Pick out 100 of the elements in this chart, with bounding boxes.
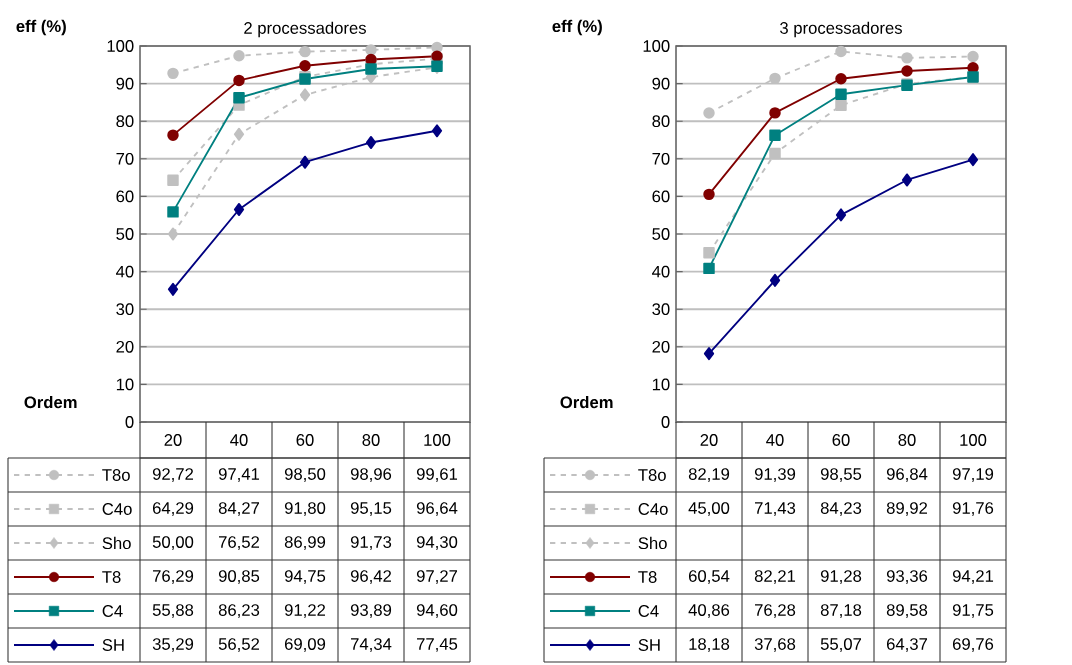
data-label: 91,80 — [284, 502, 326, 516]
legend-label: T8 — [102, 571, 121, 583]
data-label: 82,21 — [754, 570, 796, 584]
data-label: 56,52 — [218, 638, 260, 652]
y-axis-title: eff (%) — [552, 19, 602, 36]
data-label: 69,09 — [284, 638, 326, 652]
x-tick-label: 60 — [296, 434, 314, 446]
y-axis-title: eff (%) — [16, 19, 66, 36]
data-label: 84,27 — [218, 502, 260, 516]
data-label: 91,75 — [952, 604, 994, 618]
y-tick-label: 100 — [643, 40, 670, 52]
x-tick-label: 100 — [424, 434, 451, 446]
data-label: 18,18 — [689, 638, 730, 652]
x-tick-label: 40 — [230, 434, 248, 446]
data-label: 50,00 — [152, 536, 194, 550]
data-label: 91,39 — [754, 468, 796, 482]
data-label: 97,27 — [416, 570, 458, 584]
data-label: 94,30 — [416, 536, 458, 550]
y-tick-label: 60 — [652, 190, 670, 203]
y-tick-label: 90 — [652, 77, 670, 90]
data-label: 76,29 — [153, 570, 194, 584]
data-label: 90,85 — [218, 570, 260, 584]
legend-label: C4o — [102, 503, 132, 515]
x-tick-label: 20 — [700, 434, 718, 446]
y-tick-label: 80 — [652, 115, 670, 128]
data-label: 96,42 — [350, 570, 392, 584]
data-label: 94,75 — [284, 570, 326, 584]
y-tick-label: 30 — [116, 303, 134, 316]
data-label: 71,43 — [755, 502, 796, 516]
y-tick-label: 0 — [125, 416, 134, 428]
data-label: 97,19 — [952, 468, 994, 482]
data-label: 35,29 — [152, 638, 194, 652]
data-label: 91,28 — [820, 570, 862, 584]
y-tick-label: 70 — [652, 152, 670, 165]
data-label: 96,64 — [416, 502, 458, 516]
data-label: 74,34 — [351, 638, 392, 652]
legend-label: T8o — [102, 469, 130, 481]
data-label: 89,92 — [886, 502, 928, 516]
data-label: 87,18 — [820, 604, 862, 618]
data-label: 89,58 — [886, 604, 928, 618]
data-label: 93,89 — [350, 604, 392, 618]
y-tick-label: 50 — [116, 228, 134, 240]
data-label: 91,22 — [284, 604, 326, 618]
data-label: 55,88 — [152, 604, 194, 618]
legend-label: T8o — [638, 469, 666, 481]
x-tick-label: 100 — [960, 434, 987, 446]
data-label: 86,99 — [284, 536, 326, 550]
data-label: 77,45 — [417, 638, 458, 652]
data-label: 98,55 — [820, 468, 862, 482]
y-tick-label: 20 — [652, 340, 670, 353]
legend-label: T8 — [638, 571, 657, 583]
data-label: 96,84 — [886, 468, 928, 482]
legend-label: C4 — [102, 605, 123, 617]
data-label: 98,50 — [284, 468, 326, 482]
data-label: 94,21 — [952, 570, 994, 584]
data-label: 64,37 — [886, 638, 928, 652]
x-tick-label: 80 — [898, 434, 916, 446]
y-tick-label: 10 — [116, 378, 134, 391]
legend-label: C4o — [638, 503, 668, 515]
legend-label: SH — [102, 639, 124, 651]
y-tick-label: 50 — [652, 228, 670, 240]
x-axis-title: Ordem — [24, 395, 77, 409]
data-label: 37,68 — [754, 638, 796, 652]
data-label: 99,61 — [416, 468, 458, 482]
data-label: 94,60 — [416, 604, 458, 618]
x-tick-label: 60 — [832, 434, 850, 446]
legend-label: Sho — [102, 536, 131, 550]
legend-label: SH — [638, 639, 660, 651]
x-tick-label: 40 — [766, 434, 784, 446]
x-tick-label: 20 — [164, 434, 182, 446]
data-label: 69,76 — [952, 638, 994, 652]
y-tick-label: 0 — [661, 416, 670, 428]
data-label: 82,19 — [688, 468, 730, 482]
y-tick-label: 70 — [116, 152, 134, 165]
x-tick-label: 80 — [362, 434, 380, 446]
data-label: 60,54 — [688, 570, 730, 584]
data-label: 86,23 — [218, 604, 260, 618]
y-tick-label: 60 — [116, 190, 134, 203]
y-tick-label: 40 — [116, 265, 134, 278]
chart-title: 3 processadores — [780, 21, 902, 38]
data-label: 92,72 — [152, 468, 194, 482]
y-tick-label: 40 — [652, 265, 670, 278]
data-label: 55,07 — [820, 638, 862, 652]
data-label: 98,96 — [350, 468, 392, 482]
y-tick-label: 30 — [652, 303, 670, 316]
y-tick-label: 90 — [116, 77, 134, 90]
legend-label: C4 — [638, 605, 659, 617]
data-label: 97,41 — [218, 468, 260, 482]
data-label: 93,36 — [886, 570, 928, 584]
data-label: 91,73 — [350, 536, 392, 550]
data-label: 45,00 — [688, 502, 730, 516]
chart-title: 2 processadores — [244, 21, 366, 38]
data-label: 76,28 — [755, 604, 796, 618]
legend-label: Sho — [638, 536, 667, 550]
data-label: 91,76 — [952, 502, 994, 516]
y-tick-label: 80 — [116, 115, 134, 128]
x-axis-title: Ordem — [560, 395, 613, 409]
y-tick-label: 10 — [652, 378, 670, 391]
data-label: 95,15 — [350, 502, 392, 516]
data-label: 64,29 — [152, 502, 194, 516]
